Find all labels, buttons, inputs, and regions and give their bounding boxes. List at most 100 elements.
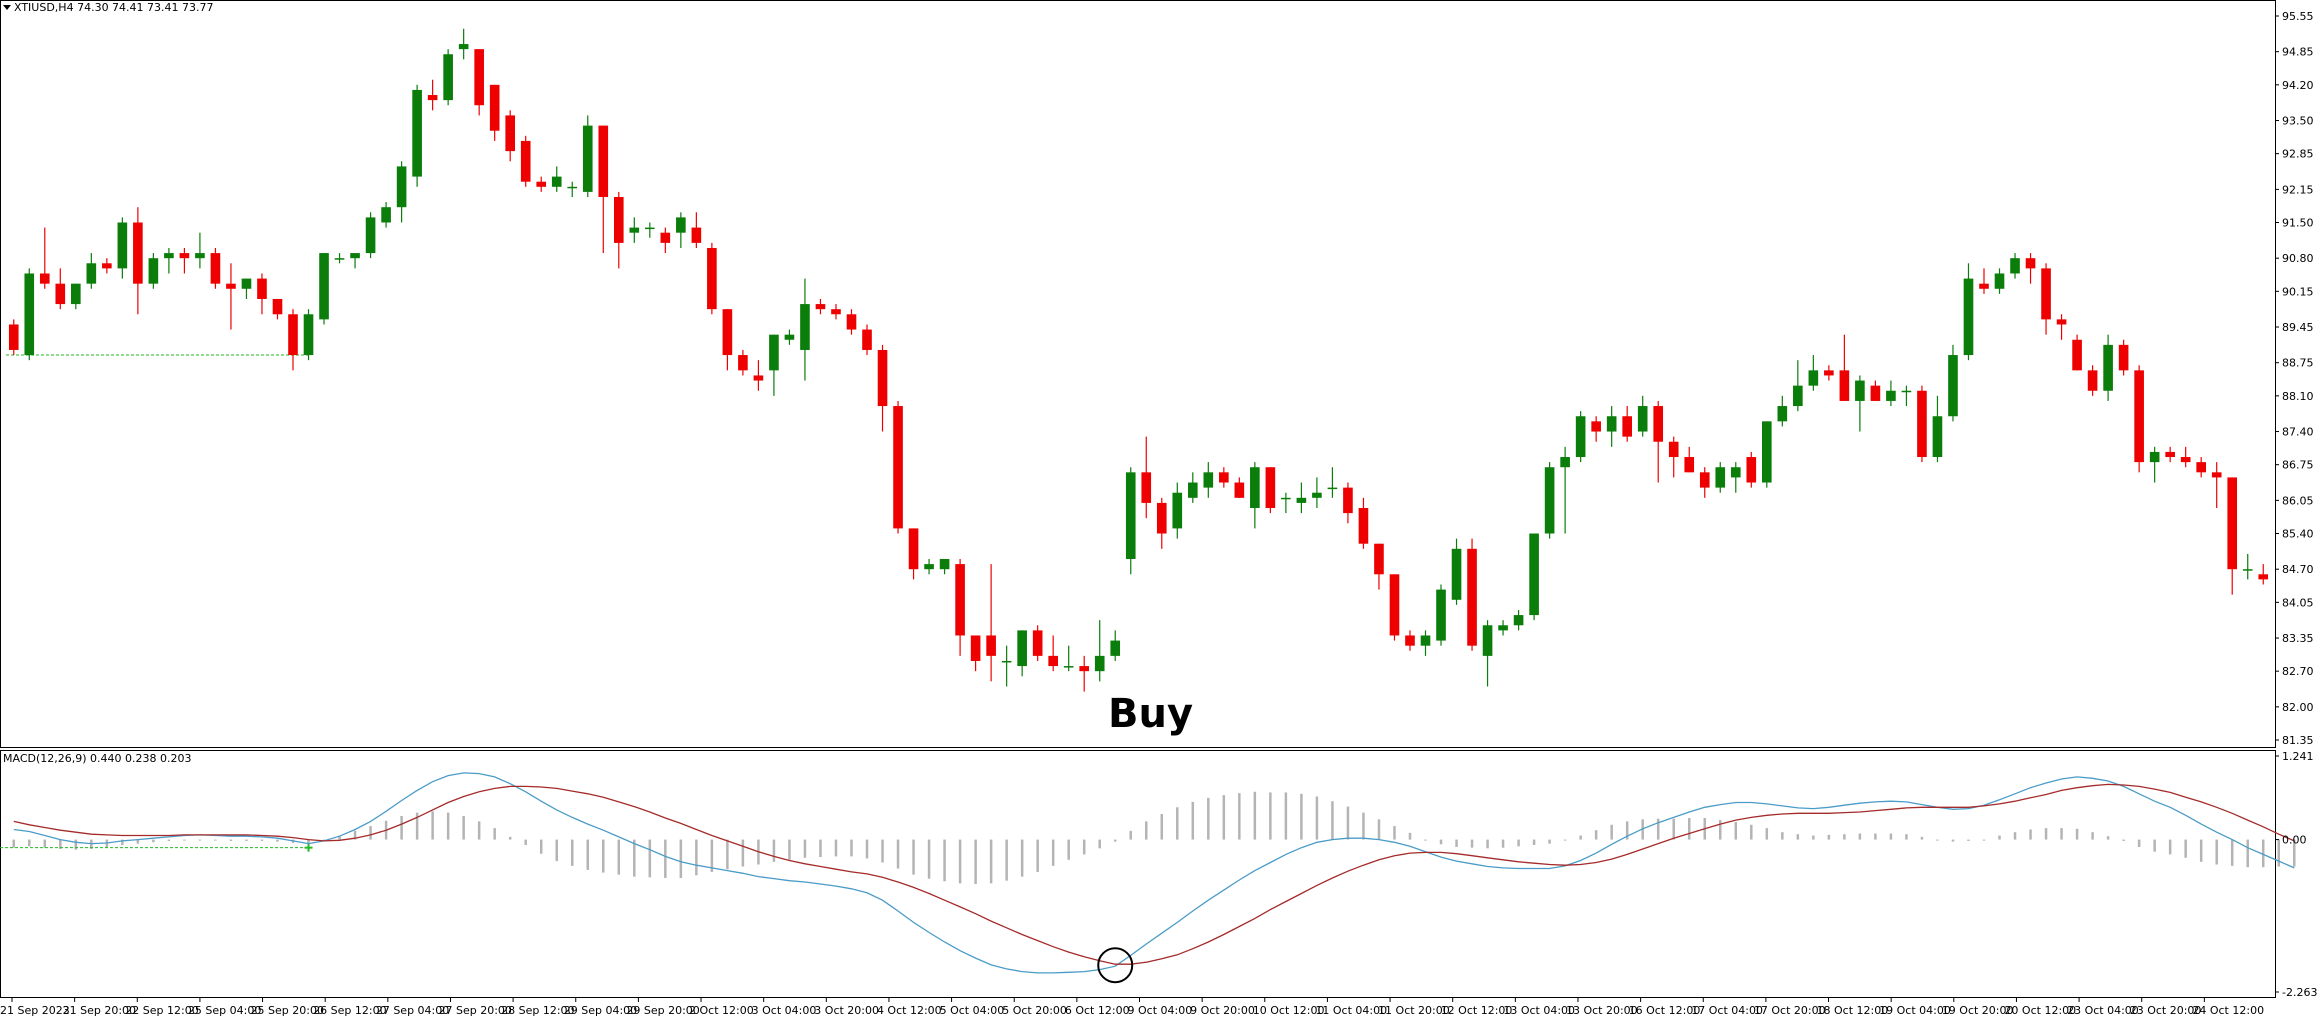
candle[interactable] [598, 125, 609, 254]
candle[interactable] [1420, 630, 1431, 656]
candle[interactable] [1389, 574, 1400, 641]
candle[interactable] [272, 298, 283, 320]
candle[interactable] [1063, 645, 1074, 672]
candle[interactable] [1870, 380, 1881, 401]
candle[interactable] [1312, 477, 1322, 509]
candle[interactable] [1901, 385, 1912, 407]
candle[interactable] [2134, 365, 2144, 473]
candle[interactable] [1498, 620, 1508, 636]
candle[interactable] [2242, 553, 2253, 580]
candle[interactable] [738, 349, 748, 376]
candle[interactable] [1761, 421, 1772, 488]
candle[interactable] [582, 115, 593, 197]
candle[interactable] [1994, 268, 2005, 294]
candle[interactable] [2211, 462, 2222, 509]
candle[interactable] [1793, 360, 1803, 412]
candle[interactable] [1358, 497, 1369, 549]
candle[interactable] [505, 110, 516, 162]
candle[interactable] [1699, 467, 1710, 498]
candle[interactable] [195, 232, 205, 269]
candle[interactable] [893, 400, 903, 534]
candle[interactable] [1591, 416, 1601, 442]
candle[interactable] [133, 207, 143, 315]
candle[interactable] [955, 559, 965, 656]
candle[interactable] [691, 212, 702, 248]
candle[interactable] [102, 258, 112, 274]
candle[interactable] [2258, 564, 2269, 585]
candle[interactable] [55, 268, 66, 310]
candle[interactable] [303, 309, 314, 361]
candle[interactable] [629, 217, 640, 243]
candle[interactable] [660, 227, 671, 254]
candle[interactable] [2056, 314, 2067, 340]
candle[interactable] [1575, 411, 1586, 463]
candle[interactable] [443, 49, 453, 106]
candle[interactable] [1250, 462, 1260, 529]
candle[interactable] [1932, 395, 1943, 463]
candle[interactable] [1886, 380, 1896, 407]
candle[interactable] [1730, 462, 1741, 493]
candle[interactable] [1374, 543, 1384, 590]
candle[interactable] [365, 212, 376, 259]
candle[interactable] [877, 344, 888, 432]
candle[interactable] [2227, 477, 2238, 595]
candle[interactable] [753, 360, 764, 391]
candle[interactable] [520, 135, 531, 187]
candle[interactable] [1281, 492, 1291, 514]
candle[interactable] [1172, 482, 1183, 539]
candle[interactable] [970, 635, 981, 672]
candle[interactable] [1855, 375, 1865, 432]
candle[interactable] [986, 564, 996, 682]
candle[interactable] [1203, 462, 1214, 498]
candle[interactable] [1839, 334, 1850, 401]
candle[interactable] [1513, 609, 1524, 631]
candle[interactable] [1668, 436, 1679, 478]
candle[interactable] [2118, 339, 2129, 376]
candle[interactable] [86, 253, 97, 289]
candle[interactable] [1482, 620, 1493, 687]
candle[interactable] [1110, 630, 1121, 661]
candle[interactable] [645, 222, 655, 238]
candle[interactable] [1032, 625, 1043, 661]
candle[interactable] [1048, 635, 1058, 672]
candle[interactable] [567, 181, 578, 197]
candle[interactable] [2010, 253, 2020, 279]
candle[interactable] [2196, 457, 2206, 478]
candle[interactable] [1622, 406, 1632, 442]
candle[interactable] [908, 528, 919, 580]
candle[interactable] [1715, 462, 1726, 493]
candle[interactable] [381, 202, 391, 228]
candle[interactable] [1746, 451, 1757, 488]
candle[interactable] [1017, 630, 1027, 677]
candle[interactable] [1001, 645, 1012, 687]
candle[interactable] [1917, 385, 1927, 463]
collapse-arrow-icon[interactable] [3, 5, 11, 10]
candle[interactable] [1343, 482, 1353, 524]
candle[interactable] [1684, 446, 1695, 473]
candle[interactable] [613, 191, 624, 269]
candle[interactable] [288, 309, 298, 371]
candle[interactable] [831, 304, 841, 320]
candle[interactable] [210, 247, 221, 289]
candle[interactable] [1948, 344, 1958, 422]
candle[interactable] [536, 176, 547, 192]
candle[interactable] [2041, 263, 2051, 335]
candle[interactable] [412, 84, 422, 187]
candle[interactable] [148, 253, 159, 289]
candle[interactable] [815, 298, 826, 315]
candle[interactable] [676, 212, 686, 248]
candle[interactable] [319, 253, 329, 325]
candle[interactable] [939, 559, 950, 575]
candle[interactable] [924, 559, 934, 575]
candle[interactable] [334, 253, 345, 264]
candle[interactable] [862, 324, 872, 356]
candle[interactable] [707, 242, 717, 315]
candle[interactable] [226, 263, 236, 330]
candle[interactable] [722, 309, 733, 371]
candle[interactable] [1234, 477, 1245, 498]
candle[interactable] [784, 329, 795, 345]
candle[interactable] [117, 217, 128, 279]
candle[interactable] [1125, 467, 1136, 575]
candle[interactable] [1141, 436, 1152, 519]
candle[interactable] [39, 227, 50, 289]
